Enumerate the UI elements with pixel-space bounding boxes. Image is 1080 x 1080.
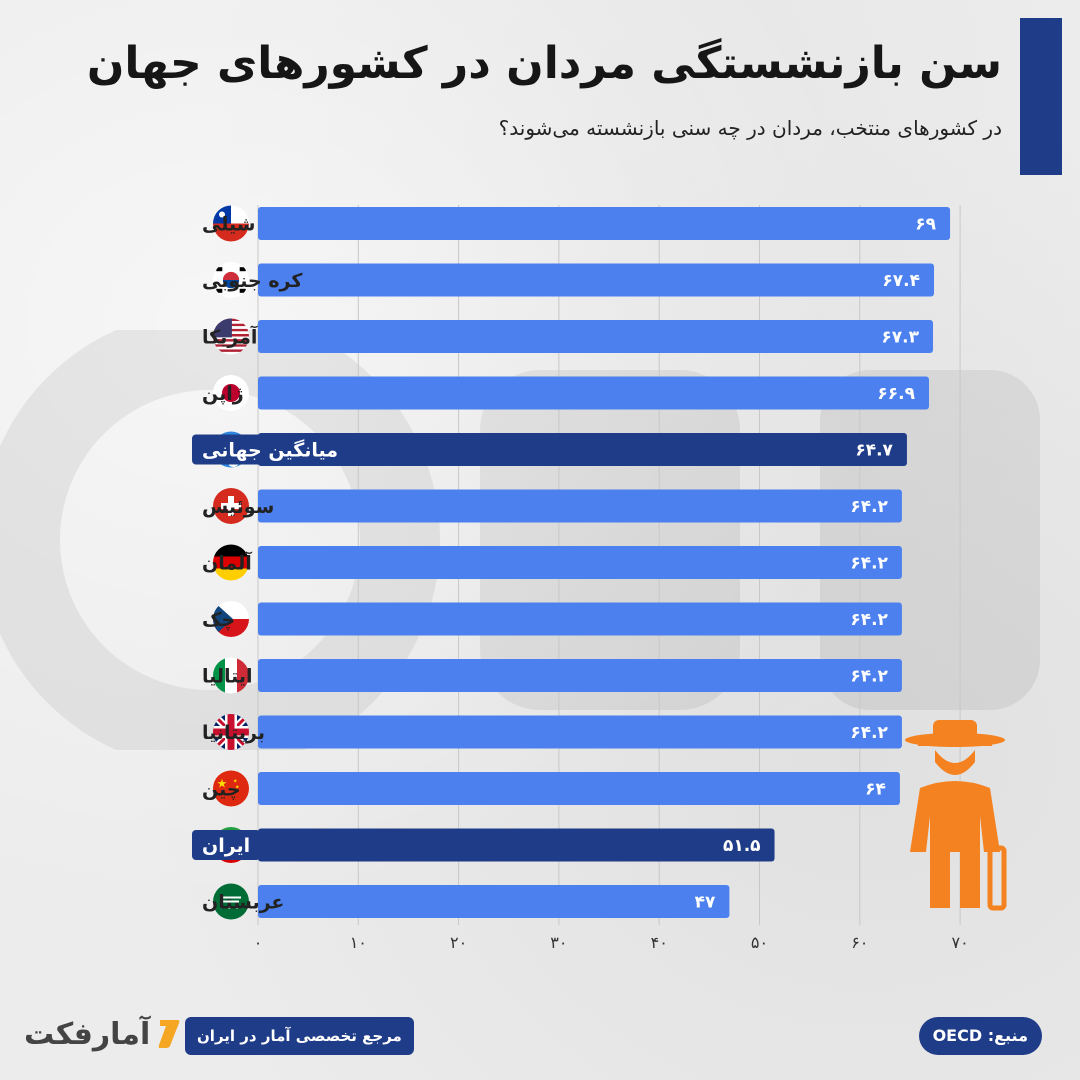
flag-china-icon: ★ ★★ bbox=[213, 770, 249, 807]
bar bbox=[258, 772, 900, 805]
chart-row: ۶۴.۲ آلمان bbox=[202, 544, 902, 581]
bar bbox=[258, 885, 730, 918]
bar-value-label: ۵۱.۵ bbox=[723, 836, 761, 856]
bar bbox=[258, 659, 902, 692]
flag-germany-icon bbox=[213, 544, 249, 581]
x-tick-label: ۳۰ bbox=[550, 933, 567, 952]
bar bbox=[258, 433, 907, 466]
category-label: آمریکا bbox=[202, 325, 258, 349]
bar-value-label: ۶۹ bbox=[915, 215, 936, 235]
bar bbox=[258, 489, 902, 523]
flag-switzerland-icon bbox=[213, 488, 249, 524]
chart-row: ۶۷.۳ آمریکا bbox=[202, 318, 934, 355]
x-tick-label: ۲۰ bbox=[450, 933, 467, 952]
bar-value-label: ۶۴.۲ bbox=[850, 667, 888, 687]
bar bbox=[258, 715, 902, 749]
category-highlight-pill bbox=[192, 434, 349, 465]
bar-value-label: ۶۴.۷ bbox=[855, 441, 893, 461]
bar-chart: ۰ ۱۰ ۲۰ ۳۰ ۴۰ ۵۰ ۶۰ ۷۰ ۶۹ شیلی ۶۷.۴ کره جنوبی ۶۷.۳ آم… bbox=[192, 205, 969, 952]
chart-row: ۶۴.۷ میانگین جهانی bbox=[192, 431, 907, 468]
bar bbox=[258, 263, 935, 297]
svg-text:★: ★ bbox=[235, 785, 240, 791]
flag-saudi-arabia-icon bbox=[213, 883, 249, 920]
category-label: سوئیس bbox=[202, 496, 274, 518]
x-tick-label: ۵۰ bbox=[751, 933, 768, 952]
chart-row: ۶۹ شیلی bbox=[202, 205, 951, 242]
source-badge: منبع: OECD bbox=[918, 1017, 1042, 1055]
chart-row: ۶۶.۹ ژاپن bbox=[202, 375, 930, 411]
chart-title: سن بازنشستگی مردان در کشورهای جهان bbox=[86, 38, 1002, 89]
chart-row: ۶۴.۲ چک bbox=[202, 601, 902, 637]
flag-czech-icon bbox=[213, 601, 249, 637]
flag-uk-icon bbox=[213, 714, 249, 750]
logo-text: آمارفکت bbox=[24, 1016, 151, 1052]
bar-value-label: ۶۷.۴ bbox=[882, 271, 920, 291]
chart-row: ۶۷.۴ کره جنوبی bbox=[202, 262, 935, 298]
svg-text:★: ★ bbox=[217, 777, 228, 791]
category-label: ایتالیا bbox=[202, 666, 253, 688]
category-label: ژاپن bbox=[202, 383, 244, 405]
bar-value-label: ۶۴ bbox=[865, 780, 886, 800]
category-label: ایران bbox=[202, 835, 250, 857]
bar bbox=[258, 320, 934, 353]
bar-value-label: ۶۶.۹ bbox=[877, 384, 915, 404]
category-label: آلمان bbox=[202, 551, 252, 575]
x-tick-label: ۶۰ bbox=[851, 933, 868, 952]
bar-value-label: ۶۴.۲ bbox=[850, 554, 888, 574]
bar bbox=[258, 602, 902, 636]
bar bbox=[258, 828, 775, 862]
category-highlight-pill bbox=[192, 830, 261, 860]
bar bbox=[258, 546, 902, 579]
chart-row: ۶۴.۲ بریتانیا bbox=[202, 714, 902, 750]
x-tick-label: ۷۰ bbox=[952, 933, 969, 952]
category-label: بریتانیا bbox=[202, 722, 265, 744]
chart-row: ۵۱.۵ ایران bbox=[192, 827, 775, 863]
flag-south-korea-icon bbox=[213, 262, 249, 298]
retiree-figure-icon bbox=[905, 720, 1007, 911]
x-tick-label: ۱۰ bbox=[350, 933, 367, 952]
flag-japan-icon bbox=[213, 375, 249, 411]
category-label: چک bbox=[202, 609, 235, 631]
chart-row: ۶۴★ ★★چین bbox=[202, 770, 900, 807]
amarfact-logo: آمارفکت bbox=[24, 1010, 182, 1058]
bar-value-label: ۴۷ bbox=[695, 893, 716, 913]
bar-value-label: ۶۴.۲ bbox=[850, 497, 888, 517]
x-tick-label: ۴۰ bbox=[651, 933, 668, 952]
category-label: عربستان bbox=[202, 892, 284, 914]
bar bbox=[258, 207, 951, 240]
bar-value-label: ۶۷.۳ bbox=[881, 328, 919, 348]
bar bbox=[258, 376, 930, 410]
chart-row: ۴۷ عربستان bbox=[202, 883, 730, 920]
bar-value-label: ۶۴.۲ bbox=[850, 610, 888, 630]
tagline-badge: مرجع تخصصی آمار در ایران bbox=[185, 1017, 414, 1055]
svg-text:★: ★ bbox=[233, 779, 238, 785]
category-label: کره جنوبی bbox=[202, 270, 303, 292]
title-accent-bar bbox=[1020, 18, 1062, 175]
category-label: شیلی bbox=[202, 214, 255, 236]
bar-value-label: ۶۴.۲ bbox=[850, 723, 888, 743]
chart-subtitle: در کشورهای منتخب، مردان در چه سنی بازنشس… bbox=[498, 116, 1002, 140]
chart-row: ۶۴.۲ ایتالیا bbox=[202, 657, 902, 694]
flag-italy-icon bbox=[213, 657, 249, 694]
logo-mark-icon bbox=[158, 1020, 180, 1048]
chart-row: ۶۴.۲ سوئیس bbox=[202, 488, 902, 524]
category-label: چین bbox=[202, 779, 241, 801]
category-label: میانگین جهانی bbox=[202, 439, 338, 462]
x-tick-label: ۰ bbox=[254, 933, 263, 952]
